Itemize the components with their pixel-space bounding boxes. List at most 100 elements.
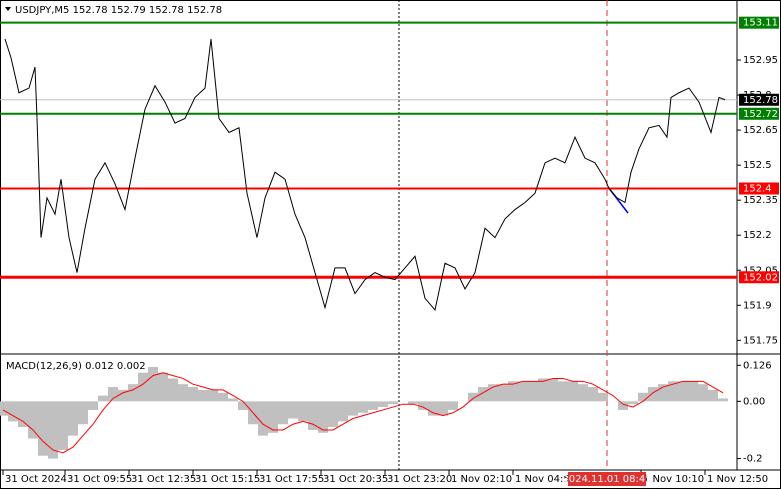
histogram-bar <box>98 395 108 402</box>
histogram-bar <box>388 401 398 405</box>
y-tick-label: 152.35 <box>743 195 778 206</box>
x-tick-label: 31 Oct 20:35 <box>323 474 388 485</box>
histogram-bar <box>218 392 228 402</box>
histogram-bar <box>378 401 388 408</box>
signal-line <box>2 372 724 454</box>
histogram-bar <box>598 392 608 402</box>
histogram-bar <box>148 367 158 402</box>
histogram-bar <box>138 372 148 402</box>
histogram-bar <box>208 389 218 402</box>
histogram-bar <box>128 384 138 402</box>
histogram-bar <box>418 401 428 410</box>
crosshair-time-label: 2024.11.01 08:45 <box>562 474 651 485</box>
histogram-bar <box>118 389 128 402</box>
histogram-bar <box>498 384 508 402</box>
histogram-bar <box>338 401 348 422</box>
histogram-bar <box>38 401 48 456</box>
y-tick-label: 151.9 <box>743 300 772 311</box>
level-label: 152.4 <box>743 184 772 195</box>
histogram-bar <box>468 392 478 402</box>
y-tick-label: -0.2 <box>743 454 763 465</box>
histogram-bar <box>438 401 448 416</box>
x-tick-label: 1 Nov 12:50 <box>707 474 768 485</box>
histogram-bar <box>178 384 188 402</box>
level-label: 152.02 <box>743 272 778 283</box>
histogram-bar <box>558 381 568 402</box>
histogram-bar <box>538 378 548 402</box>
histogram-bar <box>678 381 688 402</box>
level-label: 153.11 <box>743 18 778 29</box>
level-box <box>739 107 779 120</box>
histogram-bar <box>58 401 68 450</box>
histogram-bar <box>308 401 318 430</box>
histogram-bar <box>228 398 238 402</box>
histogram-bar <box>688 381 698 402</box>
current-price-box <box>739 93 779 106</box>
current-price-label: 152.78 <box>743 95 778 106</box>
y-tick-label: 152.05 <box>743 265 778 276</box>
x-tick-label: 1 Nov 10:10 <box>643 474 704 485</box>
x-tick-label: 31 Oct 15:15 <box>195 474 260 485</box>
level-box <box>739 271 779 284</box>
y-tick-label: 0.126 <box>743 360 772 371</box>
histogram-bar <box>348 401 358 416</box>
y-tick-label: 152.65 <box>743 125 778 136</box>
histogram-bar <box>328 401 338 428</box>
histogram-bar <box>698 384 708 402</box>
histogram-bar <box>88 401 98 410</box>
histogram-bar <box>488 384 498 402</box>
histogram-bar <box>278 401 288 425</box>
x-tick-label: 1 Nov 02:10 <box>451 474 512 485</box>
chart-title: USDJPY,M5 152.78 152.79 152.78 152.78 <box>15 5 222 16</box>
histogram-bar <box>408 401 418 405</box>
histogram-bar <box>318 401 328 433</box>
histogram-bar <box>658 384 668 402</box>
histogram-bar <box>448 401 458 410</box>
histogram-bar <box>668 381 678 402</box>
y-tick-label: 152.5 <box>743 160 772 171</box>
histogram-bar <box>68 401 78 436</box>
histogram-bar <box>588 387 598 402</box>
histogram-bar <box>528 381 538 402</box>
y-tick-label: 0.00 <box>743 396 765 407</box>
histogram-bar <box>158 372 168 402</box>
histogram-bar <box>638 392 648 402</box>
histogram-bar <box>168 378 178 402</box>
histogram-bar <box>358 401 368 413</box>
histogram-bar <box>78 401 88 425</box>
histogram-bar <box>108 387 118 402</box>
histogram-bar <box>718 398 728 402</box>
histogram-bar <box>578 384 588 402</box>
histogram-bar <box>28 401 38 439</box>
histogram-bar <box>618 401 628 410</box>
y-tick-label: 152.2 <box>743 230 772 241</box>
histogram-bar <box>268 401 278 433</box>
histogram-bar <box>708 389 718 402</box>
histogram-bar <box>18 401 28 428</box>
histogram-bar <box>298 401 308 422</box>
histogram-bar <box>0 401 8 416</box>
level-box <box>739 182 779 195</box>
x-tick-label: 31 Oct 09:55 <box>67 474 132 485</box>
x-tick-label: 1 Nov 04:50 <box>515 474 576 485</box>
histogram-bar <box>508 381 518 402</box>
price-line <box>4 38 726 312</box>
menu-triangle <box>5 7 11 11</box>
histogram-bar <box>428 401 438 416</box>
histogram-bar <box>478 387 488 402</box>
histogram-bar <box>188 387 198 402</box>
histogram-bar <box>198 389 208 402</box>
x-tick-label: 31 Oct 12:35 <box>131 474 196 485</box>
histogram-bar <box>8 401 18 422</box>
histogram-bar <box>628 401 638 405</box>
histogram-bar <box>518 381 528 402</box>
x-tick-label: 31 Oct 17:55 <box>259 474 324 485</box>
histogram-bar <box>368 401 378 410</box>
y-tick-label: 152.95 <box>743 55 778 66</box>
level-box <box>739 16 779 29</box>
histogram-bar <box>288 401 298 419</box>
histogram-bar <box>568 381 578 402</box>
x-tick-label: 31 Oct 2024 <box>5 474 67 485</box>
macd-title: MACD(12,26,9) 0.012 0.002 <box>6 361 146 372</box>
